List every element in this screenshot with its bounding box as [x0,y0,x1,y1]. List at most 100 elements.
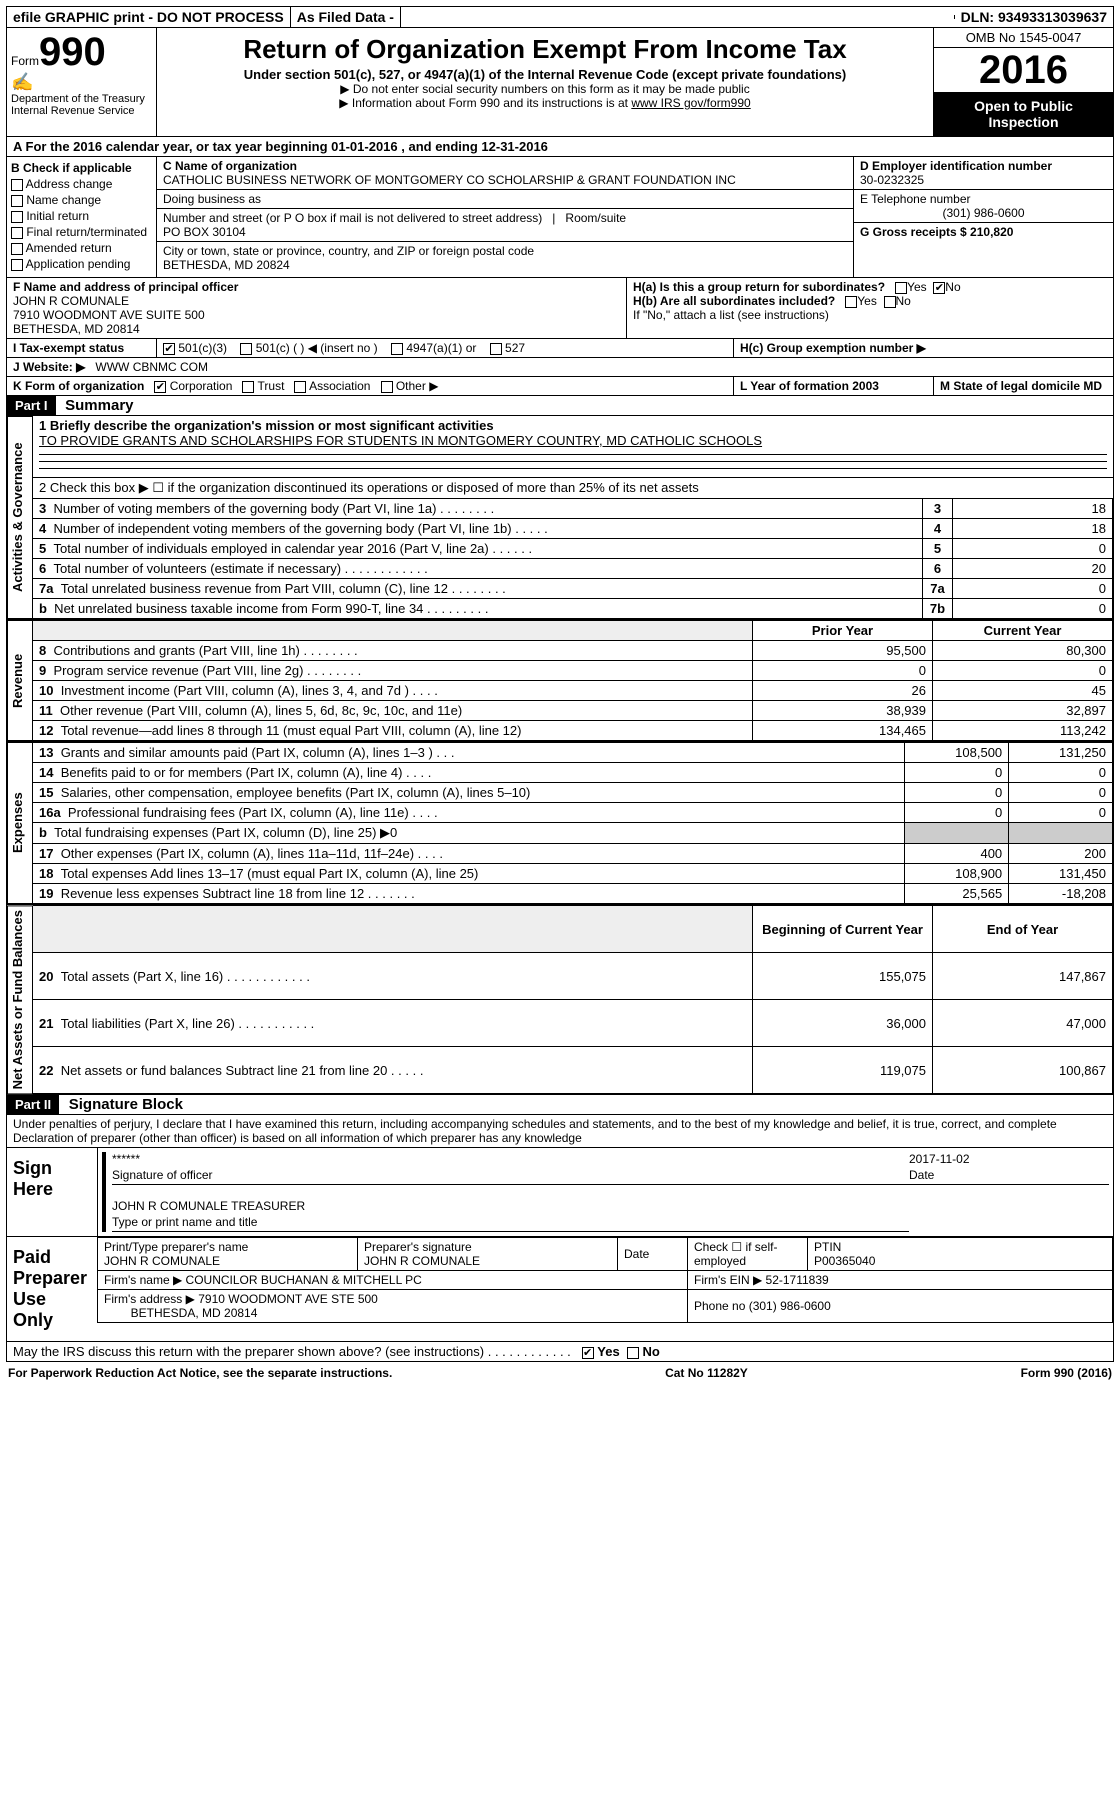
line-A: A For the 2016 calendar year, or tax yea… [6,137,1114,157]
B-opt-address: Address change [11,177,152,191]
omb-number: OMB No 1545-0047 [934,28,1113,48]
header-left: Form990 ✍ Department of the Treasury Int… [7,28,157,136]
may-irs-row: May the IRS discuss this return with the… [6,1342,1114,1362]
dept-irs: Internal Revenue Service [11,105,152,117]
header-mid: Return of Organization Exempt From Incom… [157,28,933,136]
officer-name: JOHN R COMUNALE [13,294,129,308]
officer-addr2: BETHESDA, MD 20814 [13,322,140,336]
org-name: CATHOLIC BUSINESS NETWORK OF MONTGOMERY … [163,173,847,187]
vlabel-netassets: Net Assets or Fund Balances [7,905,33,1094]
paid-preparer-block: Paid Preparer Use Only Print/Type prepar… [6,1237,1114,1342]
D-label: D Employer identification number [860,159,1107,173]
part-I-header: Part I Summary [6,396,1114,416]
topbar-spacer [401,15,955,19]
prep-name: JOHN R COMUNALE [104,1254,220,1268]
sig-date-label: Date [909,1166,1109,1185]
B-title: B Check if applicable [11,161,152,175]
section-expenses: Expenses 13 Grants and similar amounts p… [6,742,1114,905]
B-opt-pending: Application pending [11,257,152,271]
L-year: L Year of formation 2003 [740,379,879,393]
form-number: 990 [39,30,106,74]
ptin: P00365040 [814,1254,875,1268]
Hc-label: H(c) Group exemption number ▶ [740,341,926,355]
chk-501c[interactable] [240,343,252,355]
dept-treasury: Department of the Treasury [11,93,152,105]
chk-4947[interactable] [391,343,403,355]
checkbox-final[interactable] [11,227,23,239]
chk-corp[interactable] [154,381,166,393]
col-D: D Employer identification number 30-0232… [853,157,1113,277]
footer: For Paperwork Reduction Act Notice, see … [6,1362,1114,1384]
may-irs-no[interactable] [627,1347,639,1359]
H-block: H(a) Is this a group return for subordin… [627,278,1113,338]
officer-addr1: 7910 WOODMONT AVE SUITE 500 [13,308,205,322]
chk-other[interactable] [381,381,393,393]
as-filed: As Filed Data - [291,7,401,27]
form-note1: ▶ Do not enter social security numbers o… [165,82,925,96]
checkbox-name[interactable] [11,195,23,207]
dln: DLN: 93493313039637 [955,7,1113,27]
city-cell: City or town, state or province, country… [157,242,853,274]
firm-ein-label: Firm's EIN ▶ [694,1273,762,1287]
netassets-table: Beginning of Current YearEnd of Year20 T… [33,905,1113,1094]
checkbox-initial[interactable] [11,211,23,223]
col-C: C Name of organization CATHOLIC BUSINESS… [157,157,853,277]
G-gross-receipts: G Gross receipts $ 210,820 [854,223,1113,241]
H-note: If "No," attach a list (see instructions… [633,308,1107,322]
tax-year: 2016 [934,48,1113,92]
M-state: M State of legal domicile MD [940,379,1102,393]
sig-date-value: 2017-11-02 [909,1152,1109,1166]
F-label: F Name and address of principal officer [13,280,238,294]
prep-name-label: Print/Type preparer's name [104,1240,248,1254]
F-block: F Name and address of principal officer … [7,278,627,338]
section-netassets: Net Assets or Fund Balances Beginning of… [6,905,1114,1095]
Ha-yes[interactable] [895,282,907,294]
K-label: K Form of organization [13,379,144,393]
may-irs-text: May the IRS discuss this return with the… [13,1344,571,1359]
checkbox-pending[interactable] [11,259,23,271]
open-to-public: Open to Public Inspection [934,92,1113,136]
firm-name: COUNCILOR BUCHANAN & MITCHELL PC [186,1273,422,1287]
Ha-no[interactable] [933,282,945,294]
Hb-label: H(b) Are all subordinates included? [633,294,835,308]
col-B: B Check if applicable Address change Nam… [7,157,157,277]
revenue-table: Prior YearCurrent Year8 Contributions an… [33,620,1113,741]
chk-527[interactable] [490,343,502,355]
B-opt-name: Name change [11,193,152,207]
governance-table: 3 Number of voting members of the govern… [33,498,1113,619]
city-label: City or town, state or province, country… [163,244,534,258]
Hb-no[interactable] [884,296,896,308]
row-K: K Form of organization Corporation Trust… [6,377,1114,396]
form-subtitle: Under section 501(c), 527, or 4947(a)(1)… [165,67,925,82]
footer-mid: Cat No 11282Y [665,1366,748,1380]
check-self-employed: Check ☐ if self-employed [688,1238,808,1271]
line1-label: 1 Briefly describe the organization's mi… [39,418,494,433]
partII-label: Part II [7,1095,59,1114]
row-J: J Website: ▶ WWW CBNMC COM [6,358,1114,377]
header-right: OMB No 1545-0047 2016 Open to Public Ins… [933,28,1113,136]
chk-trust[interactable] [242,381,254,393]
Ha-label: H(a) Is this a group return for subordin… [633,280,885,294]
officer-printed-name: JOHN R COMUNALE TREASURER [112,1199,909,1213]
row-I: I Tax-exempt status 501(c)(3) 501(c) ( )… [6,339,1114,358]
org-address: PO BOX 30104 [163,225,246,239]
sign-here-block: Sign Here ****** Signature of officer JO… [6,1148,1114,1237]
addr-cell: Number and street (or P O box if mail is… [157,209,853,242]
B-opt-initial: Initial return [11,209,152,223]
checkbox-amended[interactable] [11,243,23,255]
checkbox-address[interactable] [11,179,23,191]
chk-501c3[interactable] [163,343,175,355]
B-opt-final: Final return/terminated [11,225,152,239]
addr-label: Number and street (or P O box if mail is… [163,211,542,225]
irs-link[interactable]: www IRS gov/form990 [631,96,750,110]
may-irs-yes[interactable] [582,1347,594,1359]
vlabel-governance: Activities & Governance [7,416,33,619]
Hb-yes[interactable] [845,296,857,308]
perjury-statement: Under penalties of perjury, I declare th… [6,1115,1114,1148]
preparer-table: Print/Type preparer's nameJOHN R COMUNAL… [97,1237,1113,1323]
section-governance: Activities & Governance 1 Briefly descri… [6,416,1114,620]
chk-assoc[interactable] [294,381,306,393]
sign-here-label: Sign Here [7,1148,97,1236]
B-opt-amended: Amended return [11,241,152,255]
section-revenue: Revenue Prior YearCurrent Year8 Contribu… [6,620,1114,742]
